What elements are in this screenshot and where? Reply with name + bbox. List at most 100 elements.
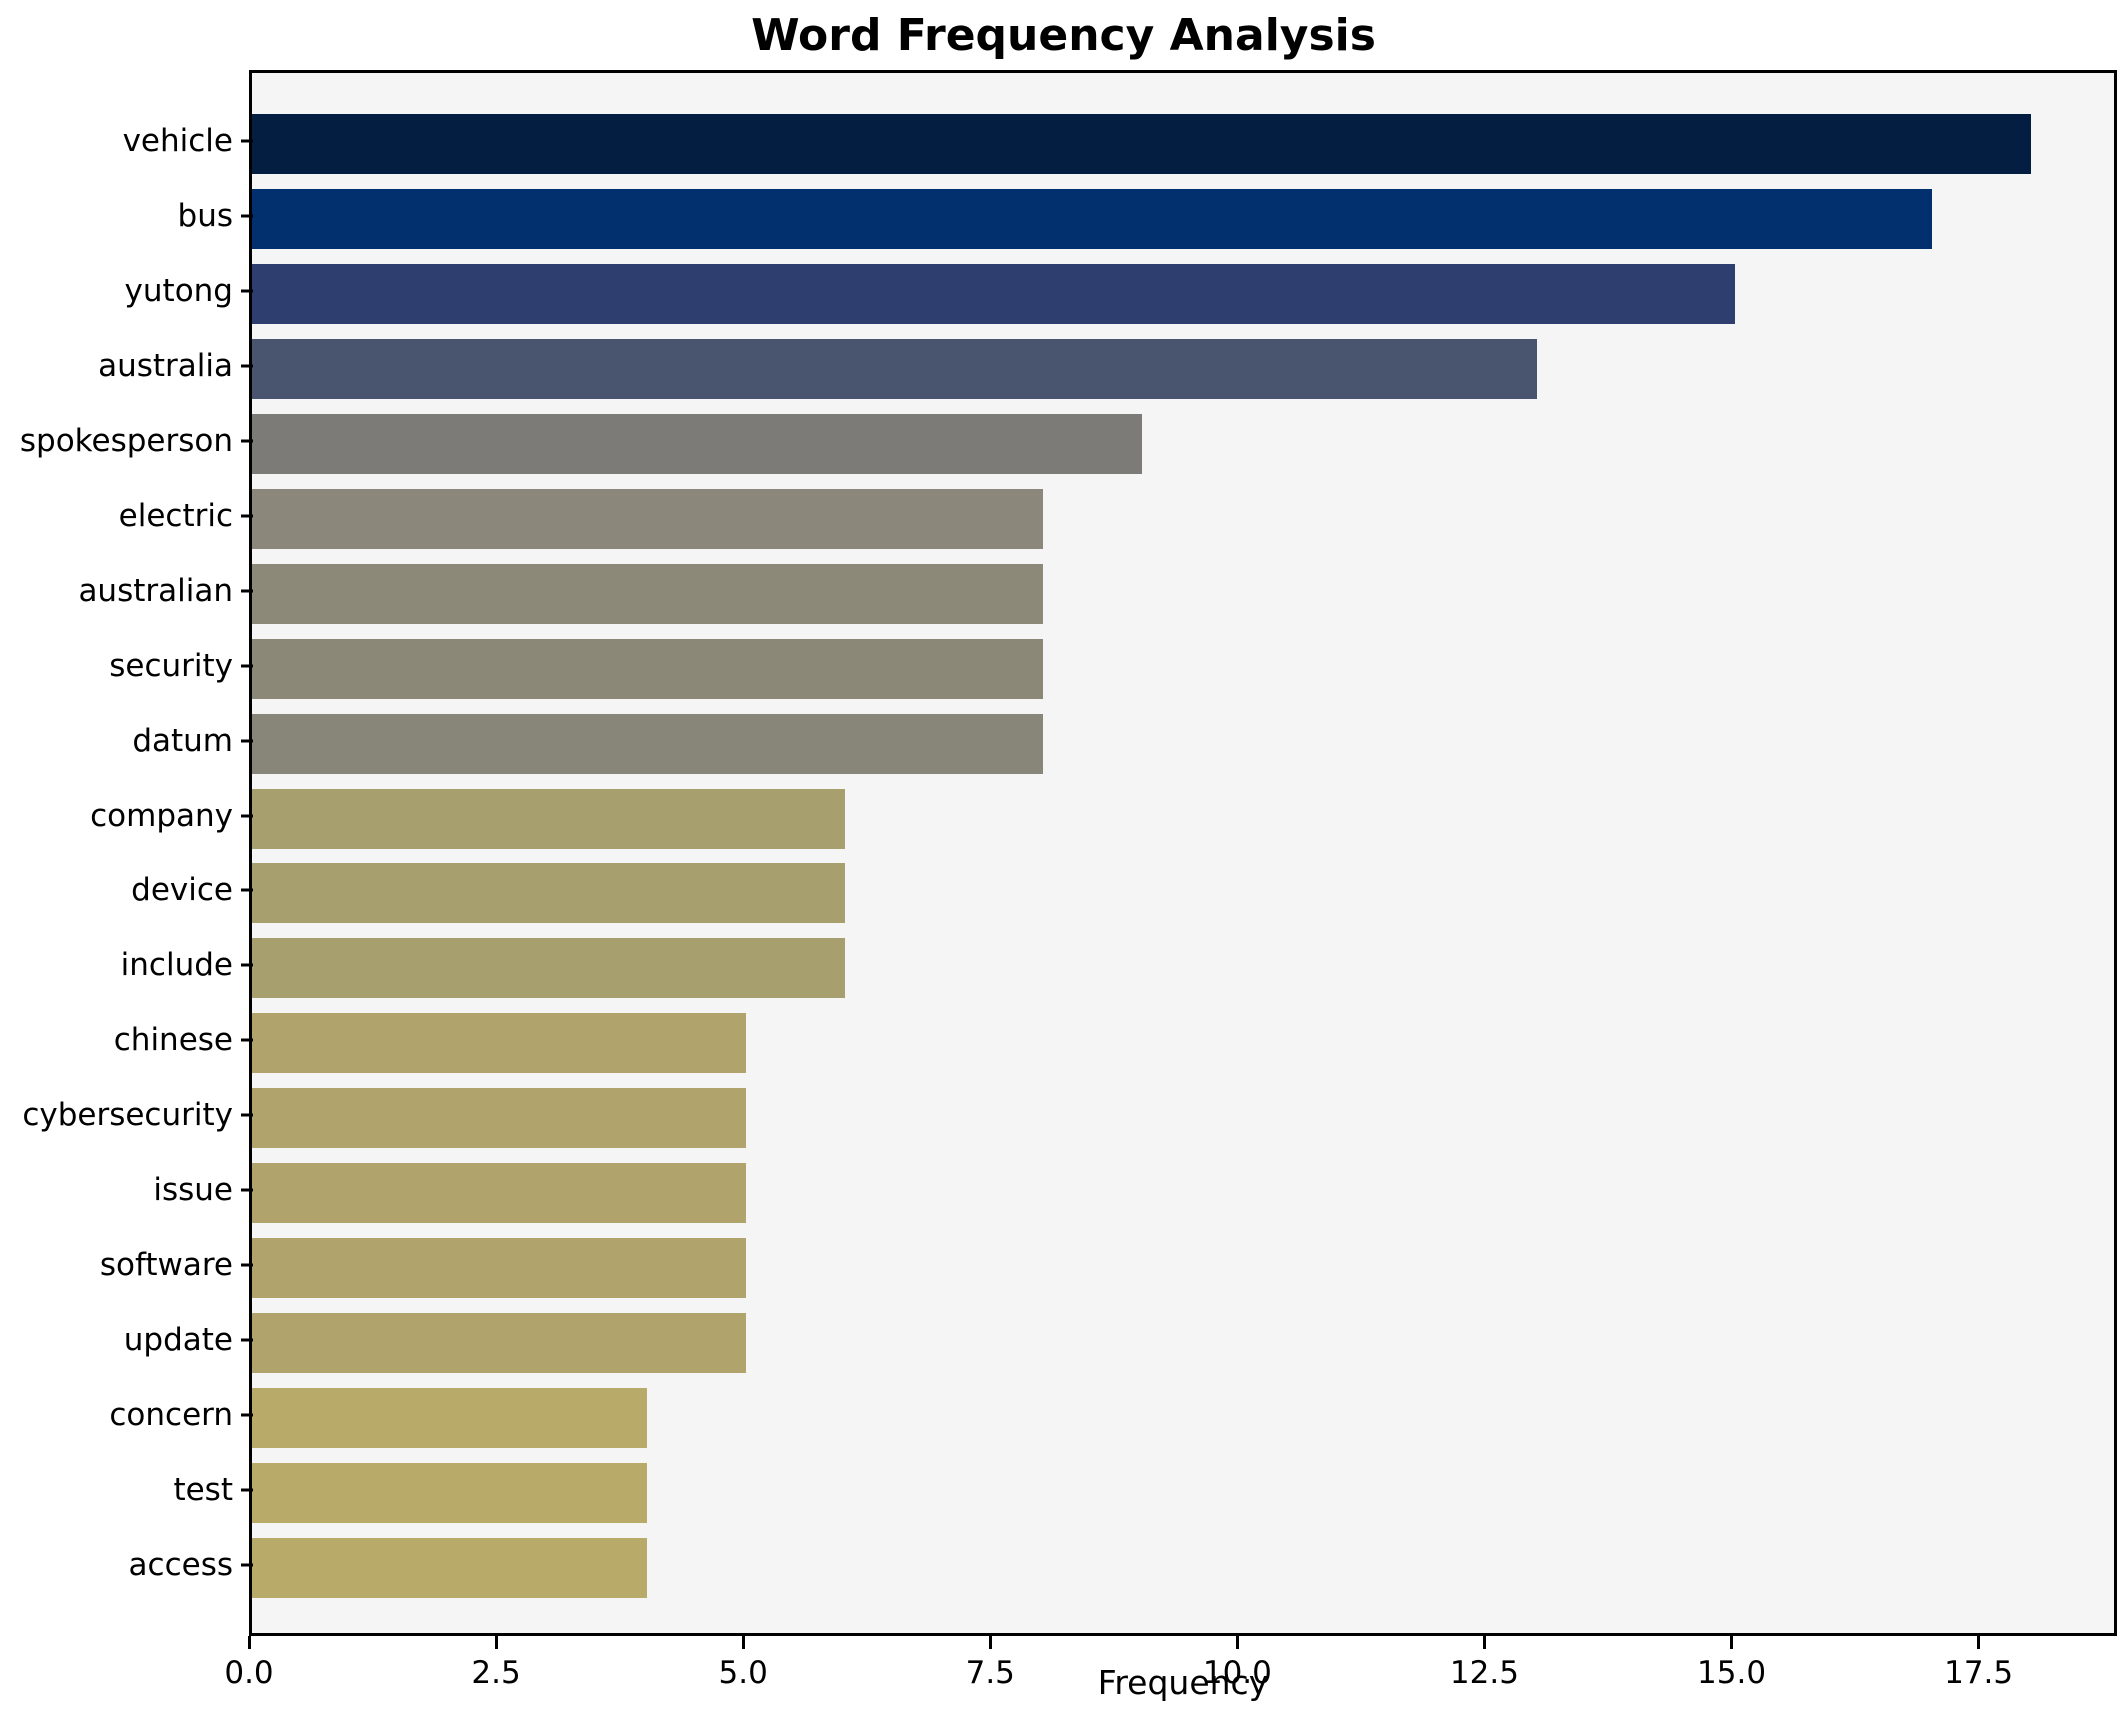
x-tick-mark <box>1977 1636 1981 1649</box>
bar-update[interactable] <box>252 1313 747 1373</box>
y-tick-mark <box>241 1038 253 1042</box>
y-tick-mark <box>241 888 253 892</box>
x-tick-label: 12.5 <box>1449 1655 1519 1691</box>
y-tick-mark <box>241 814 253 818</box>
bar-australian[interactable] <box>252 563 1043 624</box>
x-axis-label: Frequency <box>1097 1663 1269 1702</box>
bar-yutong[interactable] <box>252 264 1735 324</box>
bar-row <box>252 1313 2114 1373</box>
bar-issue[interactable] <box>252 1163 747 1224</box>
x-tick-mark <box>494 1636 498 1649</box>
y-tick-mark <box>241 739 253 743</box>
y-tick-mark <box>241 1563 253 1567</box>
x-tick-mark <box>741 1636 745 1649</box>
bar-device[interactable] <box>252 863 846 924</box>
bar-row <box>252 488 2114 549</box>
y-tick-mark <box>241 664 253 668</box>
bar-row <box>252 1088 2114 1149</box>
y-tick-label-test: test <box>173 1471 233 1508</box>
x-tick-label: 10.0 <box>1202 1655 1272 1691</box>
bar-row <box>252 638 2114 699</box>
y-tick-label-security: security <box>109 647 233 684</box>
y-tick-label-chinese: chinese <box>113 1022 233 1059</box>
bar-access[interactable] <box>252 1537 648 1598</box>
y-tick-label-software: software <box>99 1247 233 1284</box>
y-tick-mark <box>241 589 253 593</box>
bar-row <box>252 1387 2114 1448</box>
y-tick-mark <box>241 214 253 218</box>
bar-security[interactable] <box>252 638 1043 699</box>
y-tick-label-yutong: yutong <box>124 273 233 310</box>
x-tick-mark <box>1730 1636 1734 1649</box>
y-tick-mark <box>241 1488 253 1492</box>
y-tick-mark <box>241 1263 253 1267</box>
bar-row <box>252 1238 2114 1299</box>
bar-row <box>252 189 2114 250</box>
bar-row <box>252 788 2114 849</box>
y-tick-mark <box>241 139 253 143</box>
bar-company[interactable] <box>252 788 846 849</box>
bar-concern[interactable] <box>252 1387 648 1448</box>
x-tick-label: 7.5 <box>965 1655 1015 1691</box>
bar-row <box>252 1537 2114 1598</box>
y-tick-mark <box>241 364 253 368</box>
plot-area <box>249 70 2117 1636</box>
y-tick-mark <box>241 1413 253 1417</box>
x-tick-mark <box>1482 1636 1486 1649</box>
bar-row <box>252 114 2114 175</box>
y-tick-mark <box>241 1113 253 1117</box>
bar-software[interactable] <box>252 1238 747 1299</box>
y-tick-label-company: company <box>90 797 233 834</box>
bar-datum[interactable] <box>252 713 1043 774</box>
x-tick-label: 2.5 <box>471 1655 521 1691</box>
y-tick-label-include: include <box>120 947 233 984</box>
bar-test[interactable] <box>252 1462 648 1523</box>
x-tick-mark <box>247 1636 251 1649</box>
y-tick-label-issue: issue <box>153 1172 233 1209</box>
bar-chinese[interactable] <box>252 1013 747 1074</box>
x-tick-mark <box>1235 1636 1239 1649</box>
bar-australia[interactable] <box>252 338 1537 399</box>
y-tick-label-bus: bus <box>177 198 233 235</box>
y-tick-mark <box>241 289 253 293</box>
y-tick-label-vehicle: vehicle <box>122 123 233 160</box>
y-tick-mark <box>241 514 253 518</box>
bar-row <box>252 863 2114 924</box>
bars-layer <box>252 73 2114 1633</box>
x-tick-label: 15.0 <box>1697 1655 1767 1691</box>
y-tick-label-spokesperson: spokesperson <box>19 422 233 459</box>
bar-row <box>252 1013 2114 1074</box>
y-tick-label-electric: electric <box>118 497 233 534</box>
page-title: Word Frequency Analysis <box>751 10 1376 61</box>
y-tick-label-concern: concern <box>109 1396 233 1433</box>
bar-row <box>252 1163 2114 1224</box>
bar-electric[interactable] <box>252 488 1043 549</box>
bar-row <box>252 264 2114 324</box>
y-tick-label-device: device <box>131 872 233 909</box>
y-tick-label-datum: datum <box>132 722 233 759</box>
y-tick-mark <box>241 1188 253 1192</box>
bar-vehicle[interactable] <box>252 114 2032 175</box>
bar-include[interactable] <box>252 938 846 999</box>
bar-cybersecurity[interactable] <box>252 1088 747 1149</box>
y-tick-mark <box>241 963 253 967</box>
bar-row <box>252 938 2114 999</box>
x-tick-mark <box>988 1636 992 1649</box>
bar-row <box>252 413 2114 474</box>
y-tick-label-access: access <box>128 1546 233 1583</box>
y-tick-mark <box>241 439 253 443</box>
x-tick-label: 17.5 <box>1944 1655 2014 1691</box>
x-tick-label: 0.0 <box>224 1655 274 1691</box>
x-tick-label: 5.0 <box>718 1655 768 1691</box>
y-tick-label-update: update <box>123 1322 233 1359</box>
y-tick-label-cybersecurity: cybersecurity <box>22 1097 233 1134</box>
y-tick-label-australian: australian <box>78 572 233 609</box>
bar-bus[interactable] <box>252 189 1933 250</box>
bar-row <box>252 563 2114 624</box>
bar-row <box>252 713 2114 774</box>
y-tick-mark <box>241 1338 253 1342</box>
bar-spokesperson[interactable] <box>252 413 1142 474</box>
